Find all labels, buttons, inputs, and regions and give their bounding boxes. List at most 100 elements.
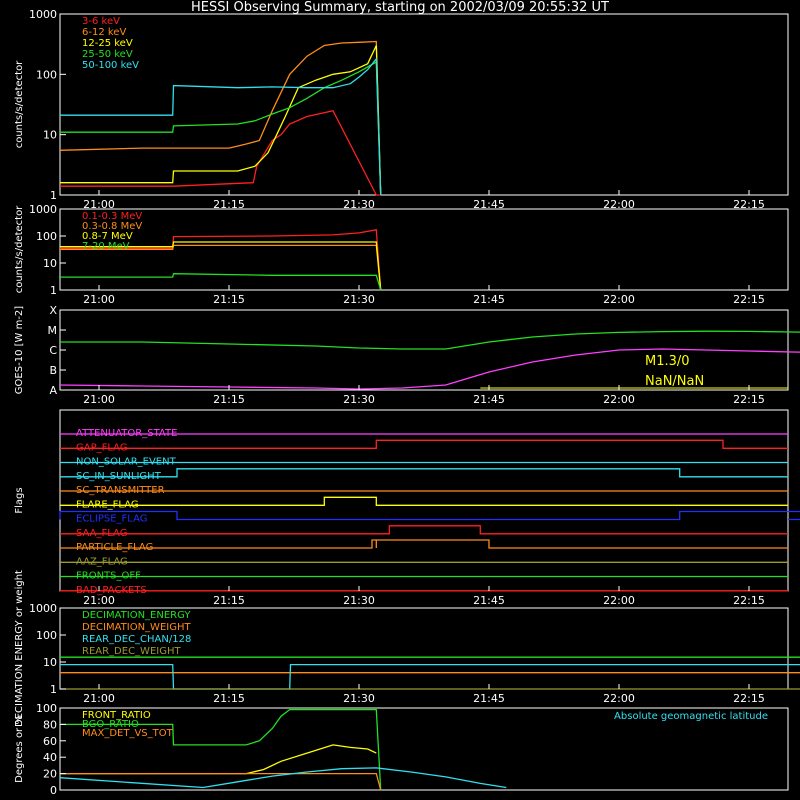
- low-energy-legend-item: 50-100 keV: [82, 60, 139, 71]
- decimation-xtick-label: 21:00: [83, 692, 115, 705]
- low-energy-ytick-label: 10: [43, 129, 57, 142]
- decimation-xtick-label: 21:45: [473, 692, 505, 705]
- low-energy-xtick-label: 21:45: [473, 198, 505, 211]
- low-energy-ylabel: counts/s/detector: [14, 60, 25, 148]
- decimation-xtick-label: 22:15: [733, 692, 765, 705]
- high-energy-xtick-label: 21:00: [83, 293, 115, 306]
- flags-xtick-label: 22:15: [733, 594, 765, 607]
- decimation-legend-item: DECIMATION_WEIGHT: [82, 622, 191, 633]
- high-energy-legend-item: 0.8-7 MeV: [82, 231, 133, 242]
- ratios-series-line: [59, 767, 507, 789]
- decimation-legend-item: DECIMATION_ENERGY: [82, 610, 191, 621]
- high-energy-xtick-label: 21:45: [473, 293, 505, 306]
- high-energy-ylabel: counts/s/detector: [14, 205, 25, 293]
- flags-xtick-label: 21:00: [83, 594, 115, 607]
- flag-line: [60, 439, 788, 449]
- flag-line: [60, 539, 788, 549]
- flags-ylabel: Flags: [14, 487, 25, 513]
- flags-xtick-label: 22:00: [603, 594, 635, 607]
- high-energy-xtick-label: 22:15: [733, 293, 765, 306]
- decimation-xtick-label: 21:30: [343, 692, 375, 705]
- flag-line: [59, 510, 800, 521]
- goes-ytick-label: C: [49, 344, 57, 357]
- low-energy-xtick-label: 21:30: [343, 198, 375, 211]
- low-energy-legend-item: 12-25 keV: [82, 38, 133, 49]
- decimation-ytick-label: 1: [50, 683, 57, 696]
- ratios-panel-frame: [59, 707, 789, 791]
- high-energy-series-line: [60, 273, 382, 291]
- goes-xtick-label: 22:15: [733, 393, 765, 406]
- ratios-ytick-label: 0: [50, 784, 57, 797]
- high-energy-legend-item: 0.1-0.3 MeV: [82, 211, 142, 222]
- decimation-legend-item: REAR_DEC_CHAN/128: [82, 634, 191, 645]
- goes-ylabel: GOES-10 [W m-2]: [14, 306, 25, 394]
- decimation-ylabel: DECIMATION ENERGY or weight: [14, 570, 25, 727]
- ratios-ytick-label: 40: [43, 751, 57, 764]
- low-energy-xtick-label: 22:00: [603, 198, 635, 211]
- ratios-series-line: [60, 744, 377, 775]
- low-energy-series-line: [60, 109, 381, 196]
- low-energy-legend-item: 6-12 keV: [82, 27, 126, 38]
- goes-nan-label: NaN/NaN: [645, 374, 704, 389]
- low-energy-panel-frame: [59, 13, 789, 196]
- flags-xtick-label: 21:15: [213, 594, 245, 607]
- low-energy-ytick-label: 1000: [29, 8, 57, 21]
- decimation-series-line: [60, 663, 800, 690]
- decimation-ytick-label: 1000: [29, 602, 57, 615]
- ratios-series-line: [60, 772, 382, 791]
- high-energy-legend-item: 7-20 MeV: [82, 241, 130, 252]
- low-energy-series-line: [60, 60, 382, 196]
- goes-ytick-label: X: [49, 304, 57, 317]
- low-energy-legend-item: 3-6 keV: [82, 16, 120, 27]
- goes-ytick-label: M: [48, 324, 58, 337]
- goes-xtick-label: 21:30: [343, 393, 375, 406]
- geomagnetic-annotation: Absolute geomagnetic latitude: [614, 711, 768, 722]
- low-energy-ytick-label: 100: [36, 68, 57, 81]
- ratios-series-line: [60, 708, 382, 791]
- high-energy-xtick-label: 21:30: [343, 293, 375, 306]
- flag-line: [60, 468, 788, 478]
- goes-xtick-label: 21:00: [83, 393, 115, 406]
- goes-series-line: [60, 330, 800, 350]
- decimation-xtick-label: 21:15: [213, 692, 245, 705]
- high-energy-xtick-label: 21:15: [213, 293, 245, 306]
- goes-ytick-label: B: [49, 364, 57, 377]
- low-energy-ytick-label: 1: [50, 189, 57, 202]
- low-energy-xtick-label: 21:00: [83, 198, 115, 211]
- decimation-ytick-label: 100: [36, 629, 57, 642]
- low-energy-series-line: [59, 40, 382, 196]
- decimation-xtick-label: 22:00: [603, 692, 635, 705]
- flags-xtick-label: 21:30: [343, 594, 375, 607]
- ratios-ytick-label: 20: [43, 768, 57, 781]
- ratios-legend-item: FRONT_RATIO: [82, 710, 151, 721]
- goes-series-line: [59, 348, 800, 390]
- high-energy-ytick-label: 1: [50, 284, 57, 297]
- high-energy-ytick-label: 100: [36, 230, 57, 243]
- flag-line: [60, 525, 788, 535]
- ratios-legend-item: BGO_RATIO: [82, 719, 139, 730]
- low-energy-xtick-label: 22:15: [733, 198, 765, 211]
- low-energy-series-line: [60, 45, 382, 196]
- decimation-legend-item: REAR_DEC_WEIGHT: [82, 646, 181, 657]
- high-energy-legend-item: 0.3-0.8 MeV: [82, 221, 142, 232]
- low-energy-series-line: [60, 57, 382, 196]
- decimation-ytick-label: 10: [43, 656, 57, 669]
- low-energy-xtick-label: 21:15: [213, 198, 245, 211]
- flag-line: [60, 496, 788, 506]
- high-energy-ytick-label: 1000: [29, 203, 57, 216]
- ratios-ytick-label: 60: [43, 735, 57, 748]
- flag-label: ECLIPSE_FLAG: [76, 514, 147, 525]
- high-energy-ytick-label: 10: [43, 257, 57, 270]
- flags-xtick-label: 21:45: [473, 594, 505, 607]
- high-energy-xtick-label: 22:00: [603, 293, 635, 306]
- high-energy-series-line: [60, 241, 382, 291]
- goes-ytick-label: A: [49, 384, 57, 397]
- low-energy-legend-item: 25-50 keV: [82, 49, 133, 60]
- goes-xtick-label: 22:00: [603, 393, 635, 406]
- ratios-ytick-label: 80: [43, 718, 57, 731]
- ratios-ylabel: Degrees or %: [14, 715, 25, 783]
- ratios-ytick-label: 100: [36, 702, 57, 715]
- goes-xtick-label: 21:15: [213, 393, 245, 406]
- chart-title: HESSI Observing Summary, starting on 200…: [191, 0, 609, 15]
